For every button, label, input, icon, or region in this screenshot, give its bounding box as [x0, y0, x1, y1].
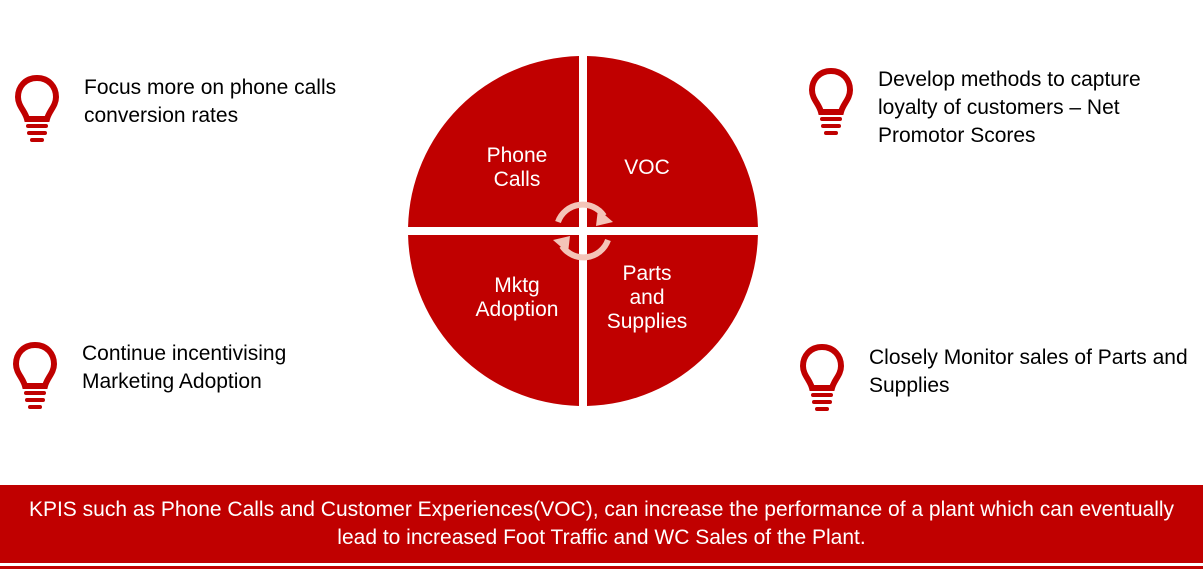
summary-text: KPIS such as Phone Calls and Customer Ex…	[28, 498, 1175, 549]
quadrant-voc	[587, 56, 758, 227]
lightbulb-icon	[799, 343, 845, 411]
quadrant-parts	[587, 235, 758, 406]
tip-parts-supplies: Closely Monitor sales of Parts and Suppl…	[799, 342, 1189, 416]
lightbulb-icon	[808, 67, 854, 135]
kpi-cycle-diagram: Phone Calls VOC Mktg Adoption Parts and …	[400, 56, 766, 414]
quadrant-label-mktg-adoption: Mktg Adoption	[475, 274, 559, 321]
summary-banner: KPIS such as Phone Calls and Customer Ex…	[0, 485, 1203, 563]
quadrant-label-parts-supplies: Parts and Supplies	[606, 262, 688, 333]
tip-text: Closely Monitor sales of Parts and Suppl…	[869, 346, 1188, 397]
tip-marketing-adoption: Continue incentivising Marketing Adoptio…	[12, 340, 342, 414]
quadrant-phone	[408, 56, 579, 227]
lightbulb-icon	[14, 74, 60, 142]
tip-text: Focus more on phone calls conversion rat…	[84, 76, 337, 127]
tip-voc: Develop methods to capture loyalty of cu…	[808, 66, 1188, 150]
cycle-circle	[408, 56, 758, 406]
quadrant-label-phone-calls: Phone Calls	[486, 144, 548, 191]
tip-text: Continue incentivising Marketing Adoptio…	[82, 342, 287, 393]
tip-text: Develop methods to capture loyalty of cu…	[878, 68, 1141, 147]
banner-divider	[0, 566, 1203, 569]
tip-phone-calls: Focus more on phone calls conversion rat…	[14, 73, 384, 147]
quadrant-mktg	[408, 235, 579, 406]
lightbulb-icon	[12, 341, 58, 409]
quadrant-label-voc: VOC	[624, 156, 670, 179]
